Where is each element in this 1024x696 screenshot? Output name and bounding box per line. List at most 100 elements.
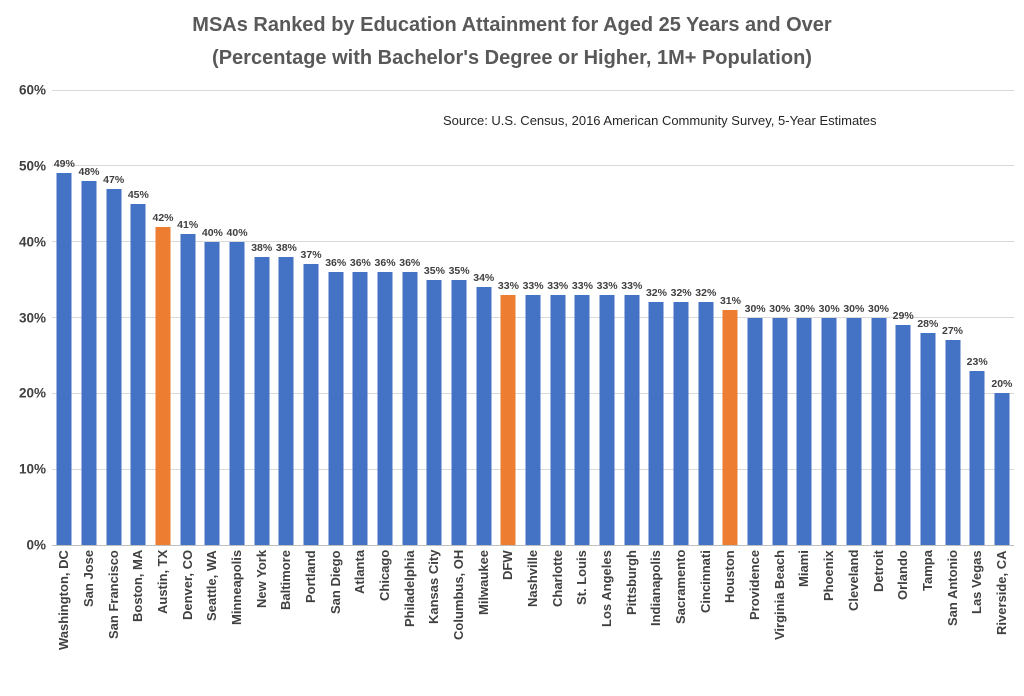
bar-value-label: 49%	[53, 158, 75, 171]
bar-group: 40%	[225, 90, 250, 545]
bar	[772, 317, 788, 545]
bar-group: 33%	[521, 90, 546, 545]
bar-value-label: 23%	[966, 355, 988, 368]
bar-value-label: 30%	[843, 302, 865, 315]
x-axis-slot: Nashville	[521, 550, 546, 694]
x-axis-slot: Cleveland	[842, 550, 867, 694]
bar-value-label: 36%	[325, 257, 347, 269]
bar	[377, 272, 393, 545]
x-axis-slot: Orlando	[891, 550, 916, 694]
bar	[895, 325, 911, 545]
x-axis-label: Pittsburgh	[623, 550, 639, 615]
bar	[994, 393, 1010, 545]
bar-group: 30%	[743, 90, 768, 545]
x-axis-slot: San Jose	[77, 550, 102, 694]
x-axis-label: Charlotte	[549, 550, 565, 608]
bar	[426, 279, 442, 545]
x-axis-label: Chicago	[377, 550, 393, 602]
x-axis-label: Indianapolis	[648, 550, 664, 626]
bar-group: 33%	[595, 90, 620, 545]
x-axis-label: San Diego	[327, 550, 343, 614]
bar-value-label: 32%	[670, 287, 692, 300]
bar-value-label: 27%	[942, 325, 964, 338]
bar-value-label: 33%	[522, 279, 544, 292]
x-axis-label: Houston	[722, 550, 738, 603]
bar-value-label: 40%	[226, 226, 248, 239]
bar-group: 34%	[471, 90, 496, 545]
bar-value-label: 20%	[991, 378, 1013, 391]
x-axis-slot: Indianapolis	[644, 550, 669, 694]
bar-group: 36%	[397, 90, 422, 545]
bar-value-label: 29%	[892, 310, 914, 323]
x-axis-slot: Atlanta	[348, 550, 373, 694]
bar-group: 48%	[77, 90, 102, 545]
bar	[673, 302, 689, 545]
chart-title-line-1: MSAs Ranked by Education Attainment for …	[192, 14, 832, 36]
bar-value-label: 32%	[695, 287, 717, 300]
gridline	[52, 89, 1014, 91]
chart-title-line-2: (Percentage with Bachelor's Degree or Hi…	[212, 47, 812, 69]
bar-group: 30%	[817, 90, 842, 545]
bar-value-label: 33%	[497, 279, 519, 292]
x-axis-slot: DFW	[496, 550, 521, 694]
bar	[81, 181, 97, 545]
bar-group: 33%	[496, 90, 521, 545]
x-axis-slot: Kansas City	[422, 550, 447, 694]
x-axis-label: Atlanta	[352, 550, 368, 595]
x-axis-slot: Washington, DC	[52, 550, 77, 694]
bar-group: 32%	[669, 90, 694, 545]
x-axis-slot: Seattle, WA	[200, 550, 225, 694]
x-axis-slot: Pittsburgh	[619, 550, 644, 694]
bar-value-label: 38%	[251, 241, 273, 254]
x-axis-slot: Virginia Beach	[767, 550, 792, 694]
bar	[920, 332, 936, 545]
x-axis-label: San Jose	[81, 550, 96, 608]
bar	[796, 317, 812, 545]
y-axis-tick-label: 50%	[18, 158, 46, 174]
bar-value-label: 30%	[818, 302, 840, 315]
x-axis-label: DFW	[500, 550, 516, 580]
bar-value-label: 37%	[300, 249, 322, 262]
y-axis: 60% 50% 40% 30% 20% 10% 0%	[0, 83, 46, 553]
y-axis-tick-label: 10%	[18, 461, 46, 477]
bar-group: 38%	[249, 90, 274, 545]
x-axis-slot: San Francisco	[101, 550, 126, 694]
bar-value-label: 32%	[645, 287, 667, 300]
x-axis-label: Minneapolis	[229, 550, 245, 626]
x-axis-slot: Philadelphia	[397, 550, 422, 694]
bar-value-label: 38%	[275, 241, 297, 254]
x-axis-label: Baltimore	[278, 550, 294, 610]
bar-group: 47%	[101, 90, 126, 545]
bar-group: 28%	[916, 90, 941, 545]
bar-group: 30%	[842, 90, 867, 545]
y-axis-tick-label: 60%	[18, 82, 46, 98]
bar-value-label: 47%	[103, 173, 125, 186]
x-axis-label: Portland	[303, 550, 319, 603]
bar	[402, 272, 418, 545]
x-axis-slot: Milwaukee	[471, 550, 496, 694]
bar-group: 31%	[718, 90, 743, 545]
bar	[278, 256, 294, 545]
x-axis-label: Washington, DC	[56, 550, 72, 650]
plot-area: 49% 48% 47% 45% 42% 41% 40% 40% 38% 38% 37% 36% 36% 3…	[52, 89, 1014, 546]
bar	[56, 173, 72, 545]
bar-group: 36%	[348, 90, 373, 545]
x-axis-slot: Boston, MA	[126, 550, 151, 694]
y-axis-tick-label: 40%	[18, 234, 46, 250]
x-axis-label: Riverside, CA	[993, 550, 1009, 635]
x-axis-slot: Las Vegas	[965, 550, 990, 694]
bar	[204, 241, 220, 545]
gridline	[52, 241, 1014, 243]
x-axis-label: Kansas City	[426, 550, 442, 625]
x-axis-slot: Baltimore	[274, 550, 299, 694]
bar-group: 35%	[422, 90, 447, 545]
bar	[969, 370, 985, 545]
x-axis-label: Detroit	[870, 550, 886, 592]
bar-value-label: 34%	[473, 272, 495, 285]
bar	[451, 279, 467, 545]
x-axis-slot: Denver, CO	[175, 550, 200, 694]
x-axis-slot: Miami	[792, 550, 817, 694]
bar-value-label: 45%	[127, 188, 149, 201]
bar	[229, 241, 245, 545]
source-note: Source: U.S. Census, 2016 American Commu…	[443, 113, 877, 128]
